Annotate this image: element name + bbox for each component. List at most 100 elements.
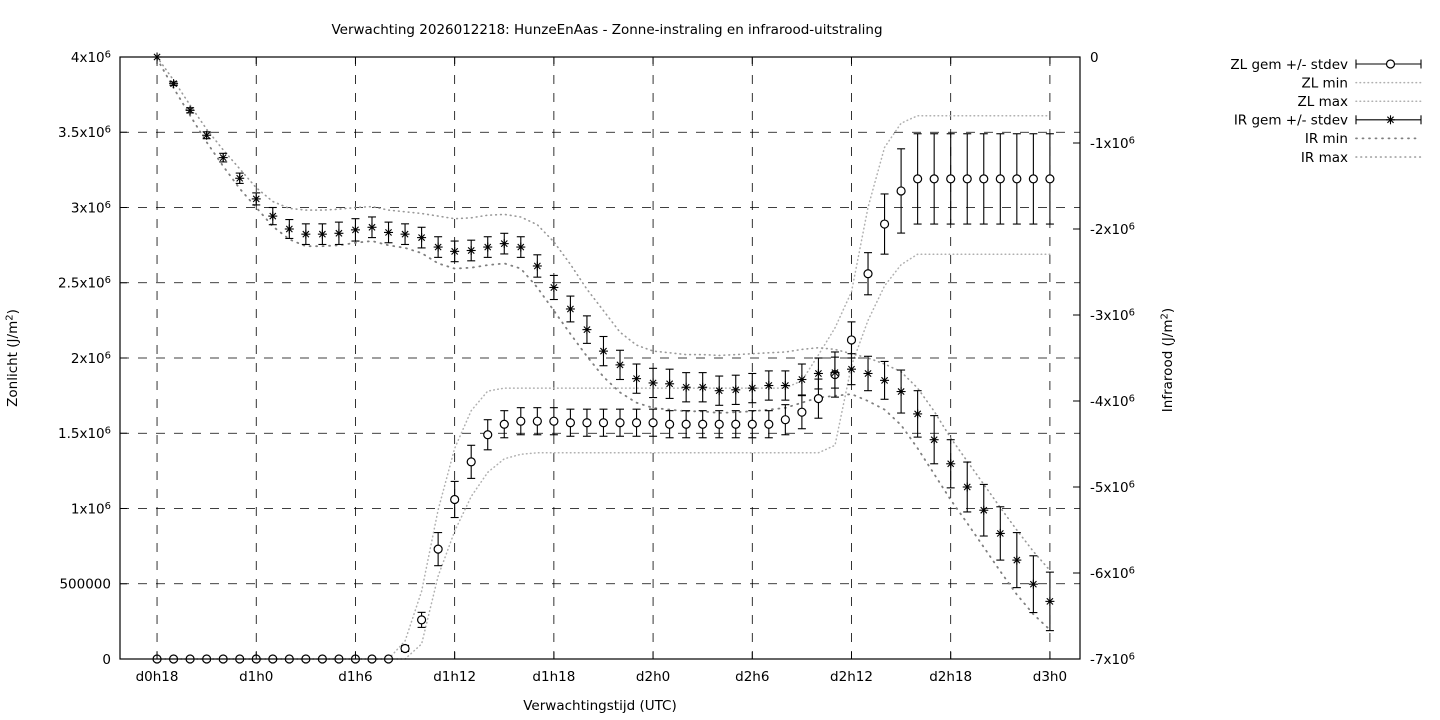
y-left-tick-label: 0 — [102, 652, 111, 668]
chart-legend: ZL gem +/- stdev ZL min ZL max IR gem +/- s… — [1230, 57, 1422, 166]
asterisk-marker — [1046, 597, 1054, 605]
series-zl-max — [156, 114, 1051, 660]
asterisk-marker — [897, 388, 905, 396]
y-right-tick-label: -2x106 — [1090, 221, 1135, 238]
circle-marker — [598, 418, 609, 428]
circle-marker — [797, 407, 807, 417]
y-right-tick-label: -6x106 — [1090, 565, 1135, 582]
asterisk-marker — [748, 384, 756, 392]
asterisk-marker — [517, 243, 525, 251]
asterisk-marker — [814, 369, 822, 377]
circle-marker — [780, 415, 790, 425]
circle-marker — [913, 174, 923, 184]
asterisk-marker — [583, 326, 591, 334]
legend-entry-ir-max: IR max — [1301, 150, 1422, 166]
circle-marker — [747, 419, 757, 429]
circle-marker — [1385, 59, 1396, 69]
circle-marker — [615, 418, 625, 428]
asterisk-marker — [252, 195, 260, 203]
x-tick-label: d2h12 — [830, 669, 873, 685]
circle-marker — [813, 394, 824, 404]
asterisk-marker — [798, 376, 806, 383]
y-right-axis-title: Infrarood (J/m2) — [1160, 308, 1177, 412]
circle-marker — [416, 615, 427, 625]
legend-entry-zl-max: ZL max — [1298, 94, 1422, 110]
asterisk-marker — [351, 226, 359, 234]
circle-marker — [466, 457, 476, 467]
circle-marker — [863, 269, 873, 279]
y-right-tick-label: -1x106 — [1090, 135, 1135, 152]
y-left-tick-label: 3x106 — [71, 200, 111, 217]
circle-marker — [962, 174, 972, 184]
circle-marker — [665, 419, 675, 429]
circle-marker — [532, 416, 542, 426]
asterisk-marker — [781, 382, 789, 390]
asterisk-marker — [599, 347, 607, 355]
asterisk-marker — [682, 383, 690, 391]
circle-marker — [450, 494, 460, 505]
legend-label: IR gem +/- stdev — [1234, 113, 1348, 129]
x-tick-label: d2h6 — [735, 669, 769, 685]
asterisk-marker — [1387, 116, 1394, 124]
asterisk-marker — [533, 262, 541, 270]
circle-marker — [764, 419, 774, 429]
asterisk-marker — [467, 247, 475, 254]
y-left-axis-title: Zonlicht (J/m2) — [5, 309, 22, 407]
x-tick-label: d2h18 — [929, 669, 972, 685]
circle-marker — [499, 419, 509, 429]
legend-entry-zl-min: ZL min — [1301, 75, 1422, 91]
asterisk-marker — [550, 283, 558, 291]
x-tick-label: d2h0 — [636, 669, 670, 685]
circle-marker — [995, 174, 1005, 184]
circle-marker — [731, 419, 741, 429]
series-zl-min — [156, 253, 1051, 660]
asterisk-marker — [186, 106, 194, 114]
y-left-tick-label: 500000 — [59, 577, 111, 593]
y-right-tick-label: -5x106 — [1090, 479, 1135, 496]
y-left-tick-label: 2x106 — [71, 350, 111, 367]
asterisk-marker — [831, 369, 839, 377]
circle-marker — [582, 418, 592, 428]
circle-marker — [400, 643, 410, 654]
asterisk-marker — [699, 383, 707, 391]
asterisk-marker — [385, 228, 393, 236]
x-tick-label: d1h12 — [433, 669, 476, 685]
asterisk-marker — [914, 410, 922, 418]
circle-marker — [846, 335, 857, 345]
circle-marker — [516, 416, 526, 426]
circle-marker — [681, 419, 691, 429]
asterisk-marker — [203, 131, 211, 139]
circle-marker — [549, 416, 559, 426]
asterisk-marker — [302, 230, 310, 238]
circle-marker — [631, 418, 642, 428]
y-right-tick-label: -4x106 — [1090, 393, 1135, 410]
asterisk-marker — [269, 212, 277, 220]
series-ir-gem-stdev — [152, 52, 1055, 632]
asterisk-marker — [285, 225, 293, 233]
circle-marker — [714, 419, 724, 429]
asterisk-marker — [368, 223, 376, 231]
circle-marker — [483, 430, 493, 440]
asterisk-marker — [434, 243, 442, 251]
y-right-tick-label: -7x106 — [1090, 651, 1135, 668]
y-left-tick-label: 4x106 — [71, 49, 111, 66]
circle-marker — [896, 186, 906, 196]
circle-marker — [698, 419, 708, 429]
asterisk-marker — [1013, 556, 1021, 564]
legend-label: IR max — [1301, 150, 1348, 166]
asterisk-marker — [881, 376, 889, 384]
circle-marker — [946, 174, 956, 184]
asterisk-marker — [864, 369, 872, 377]
circle-marker — [1045, 174, 1055, 184]
circle-marker — [879, 219, 890, 229]
asterisk-marker — [930, 436, 938, 444]
asterisk-marker — [947, 460, 955, 468]
asterisk-marker — [236, 174, 244, 182]
asterisk-marker — [715, 387, 723, 395]
legend-label: ZL gem +/- stdev — [1230, 57, 1348, 73]
asterisk-marker — [451, 247, 459, 255]
asterisk-marker — [996, 529, 1004, 537]
asterisk-marker — [401, 230, 409, 238]
circle-marker — [979, 174, 989, 184]
